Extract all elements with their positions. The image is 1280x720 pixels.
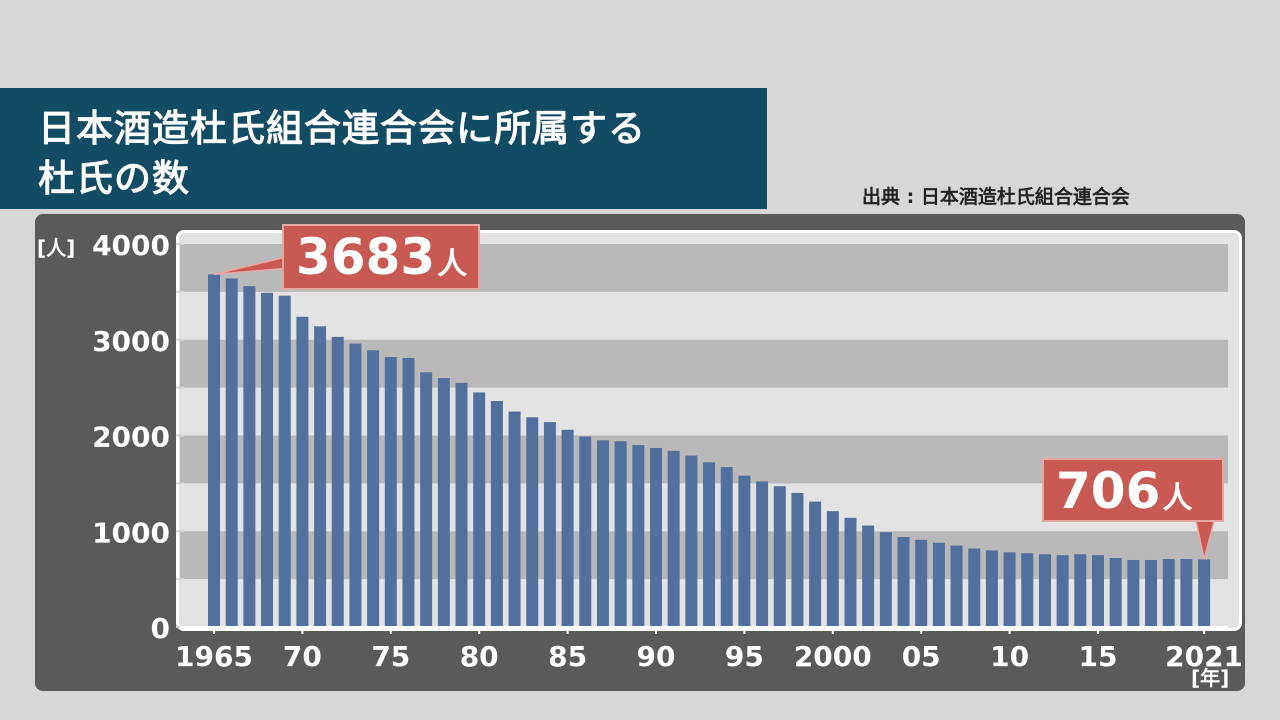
bar <box>632 445 645 627</box>
x-tick-label: 95 <box>725 640 764 673</box>
y-tick-label: 3000 <box>92 325 170 358</box>
bar <box>826 511 839 627</box>
bar <box>208 274 220 627</box>
bar <box>879 532 892 627</box>
bar <box>596 440 609 627</box>
bar <box>543 422 556 627</box>
callout-first-unit: 人 <box>437 247 468 282</box>
bar <box>844 517 857 627</box>
y-tick-label: 4000 <box>92 229 170 262</box>
bar <box>296 316 309 627</box>
bar <box>720 467 733 627</box>
bar <box>1003 552 1016 627</box>
x-tick-label: 85 <box>548 640 587 673</box>
chart-title-line-2: 杜氏の数 <box>38 157 190 200</box>
y-tick-label: 0 <box>151 612 170 645</box>
x-tick-label: 90 <box>637 640 676 673</box>
bar <box>791 492 804 627</box>
bar <box>1074 554 1087 627</box>
bar <box>968 548 981 627</box>
x-tick-label: 1965 <box>175 640 253 673</box>
bar <box>437 378 450 627</box>
bar <box>420 372 433 627</box>
bar <box>1109 558 1122 627</box>
callout-first-value: 3683人 <box>282 224 480 290</box>
bar <box>402 357 415 627</box>
bar <box>367 350 380 627</box>
x-tick-label: 2021 <box>1165 640 1243 673</box>
bar <box>1127 559 1140 627</box>
x-tick-label: 15 <box>1079 640 1118 673</box>
y-axis-unit-label: [人] <box>37 236 76 260</box>
bar <box>738 475 751 627</box>
bar <box>1038 554 1051 627</box>
bar <box>261 292 274 627</box>
y-tick-label: 1000 <box>92 516 170 549</box>
x-tick-label: 80 <box>460 640 499 673</box>
callout-last-number: 706 <box>1056 462 1161 520</box>
bar <box>1056 555 1069 627</box>
bar <box>897 536 910 627</box>
source-credit: 出典 : 日本酒造杜氏組合連合会 <box>862 186 1130 208</box>
bar <box>809 501 822 627</box>
x-tick-label: 05 <box>902 640 941 673</box>
callout-first-number: 3683 <box>296 228 436 286</box>
bar <box>455 382 468 627</box>
bar <box>473 392 486 627</box>
bar <box>349 343 362 627</box>
x-tick-label: 70 <box>283 640 322 673</box>
bar <box>950 545 963 627</box>
bar <box>862 525 875 627</box>
bar <box>1198 559 1211 627</box>
bar <box>614 441 627 627</box>
bar <box>278 295 291 627</box>
x-tick-label: 10 <box>990 640 1029 673</box>
bar <box>667 450 680 627</box>
bar <box>1021 553 1034 627</box>
bar <box>384 356 397 627</box>
x-axis-unit-label: [年] <box>1191 666 1230 690</box>
callout-last-value: 706人 <box>1042 458 1224 522</box>
bar <box>650 447 662 627</box>
title-banner: 日本酒造杜氏組合連合会に所属する 杜氏の数 <box>0 88 767 209</box>
bar <box>685 455 698 627</box>
bar <box>490 401 503 627</box>
bar <box>331 336 344 627</box>
x-tick-label: 75 <box>371 640 410 673</box>
bar <box>225 278 238 627</box>
bar <box>703 462 716 627</box>
bar <box>756 481 769 627</box>
bar <box>508 411 521 627</box>
bar <box>526 417 539 627</box>
bar <box>243 286 256 627</box>
y-tick-label: 2000 <box>92 421 170 454</box>
bar <box>579 436 592 627</box>
bar <box>985 550 998 627</box>
bar <box>932 542 945 627</box>
bar <box>561 429 574 627</box>
bar <box>1145 559 1158 627</box>
bar <box>915 539 928 627</box>
bar <box>1162 559 1175 627</box>
bar <box>773 486 786 627</box>
chart-title-line-1: 日本酒造杜氏組合連合会に所属する <box>38 107 646 150</box>
x-tick-label: 2000 <box>794 640 872 673</box>
bar <box>314 326 327 627</box>
bar <box>1180 559 1193 627</box>
callout-last-unit: 人 <box>1162 481 1193 516</box>
bar <box>1092 555 1104 627</box>
